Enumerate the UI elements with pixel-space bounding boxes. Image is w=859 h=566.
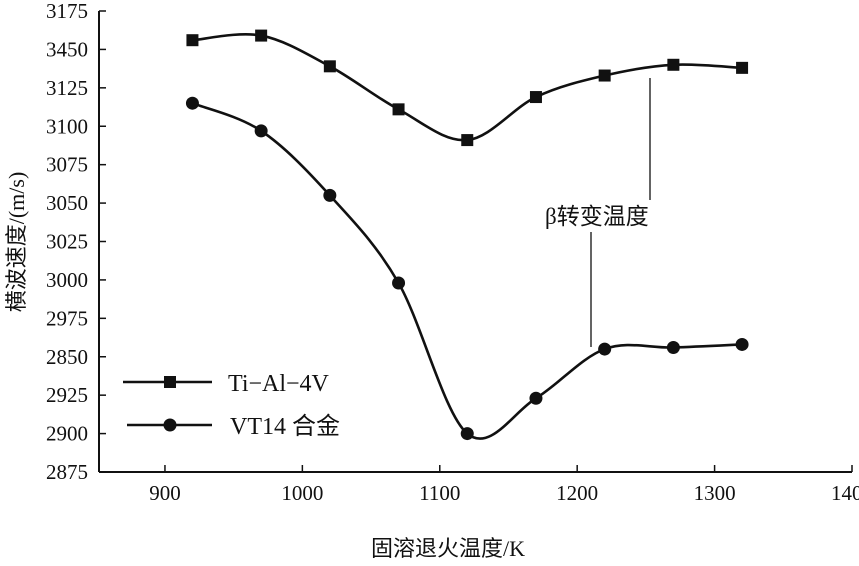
- x-tick-label: 1000: [281, 481, 323, 505]
- data-point-circle: [323, 188, 337, 202]
- data-point-square: [323, 60, 336, 73]
- series-line-1: [191, 101, 743, 440]
- x-tick-label: 1100: [419, 481, 460, 505]
- data-point-square: [255, 29, 268, 42]
- data-point-circle: [735, 337, 749, 351]
- y-tick-label: 3125: [46, 76, 88, 100]
- y-tick-label: 3000: [46, 268, 88, 292]
- y-tick-label: 3100: [46, 114, 88, 138]
- x-tick-label: 1300: [694, 481, 736, 505]
- y-tick-label: 3025: [46, 230, 88, 254]
- y-tick-label: 2975: [46, 306, 88, 330]
- data-point-circle: [529, 391, 543, 405]
- data-point-square: [529, 91, 542, 104]
- data-point-square: [736, 61, 749, 74]
- y-tick-label: 2925: [46, 383, 88, 407]
- series-line-0: [192, 33, 743, 142]
- y-tick-label: 2900: [46, 422, 88, 446]
- y-tick-label: 3050: [46, 191, 88, 215]
- x-tick-label: 900: [149, 481, 181, 505]
- data-point-circle: [392, 276, 406, 290]
- annotation-text: β转变温度: [545, 204, 649, 229]
- x-tick-label: 1200: [556, 481, 598, 505]
- annotation: β转变温度: [545, 78, 651, 347]
- x-tick-label: 1400: [831, 481, 859, 505]
- y-axis-label: 横波速度/(m/s): [4, 172, 29, 313]
- y-tick-label: 3175: [46, 0, 88, 23]
- data-point-square: [186, 34, 199, 47]
- data-point-circle: [666, 341, 680, 355]
- y-tick-label: 2850: [46, 345, 88, 369]
- series-layer: [185, 29, 749, 441]
- legend-label-ti: Ti−Al−4V: [228, 371, 330, 397]
- axes: [98, 11, 852, 473]
- data-point-square: [461, 134, 474, 147]
- legend-label-vt14: VT14 合金: [230, 413, 340, 440]
- data-point-square: [667, 58, 680, 71]
- y-tick-label: 3450: [46, 37, 88, 61]
- legend-square-marker: [164, 376, 176, 388]
- legend: Ti−Al−4V VT14 合金: [123, 371, 340, 440]
- data-point-square: [598, 69, 611, 82]
- data-point-circle: [185, 96, 199, 110]
- data-point-square: [392, 103, 405, 116]
- y-ticks: 2875 2900 2925 2850 2975 3000 3025 3050 3075 3100…: [46, 0, 106, 484]
- y-tick-label: 2875: [46, 460, 88, 484]
- data-point-circle: [460, 427, 474, 441]
- data-point-circle: [254, 124, 268, 138]
- legend-circle-marker: [163, 418, 177, 432]
- y-tick-label: 3075: [46, 153, 88, 177]
- x-ticks: 900 1000 1100 1200 1300 1400: [149, 465, 859, 505]
- x-axis-label: 固溶退火温度/K: [371, 536, 525, 561]
- data-point-circle: [598, 342, 612, 356]
